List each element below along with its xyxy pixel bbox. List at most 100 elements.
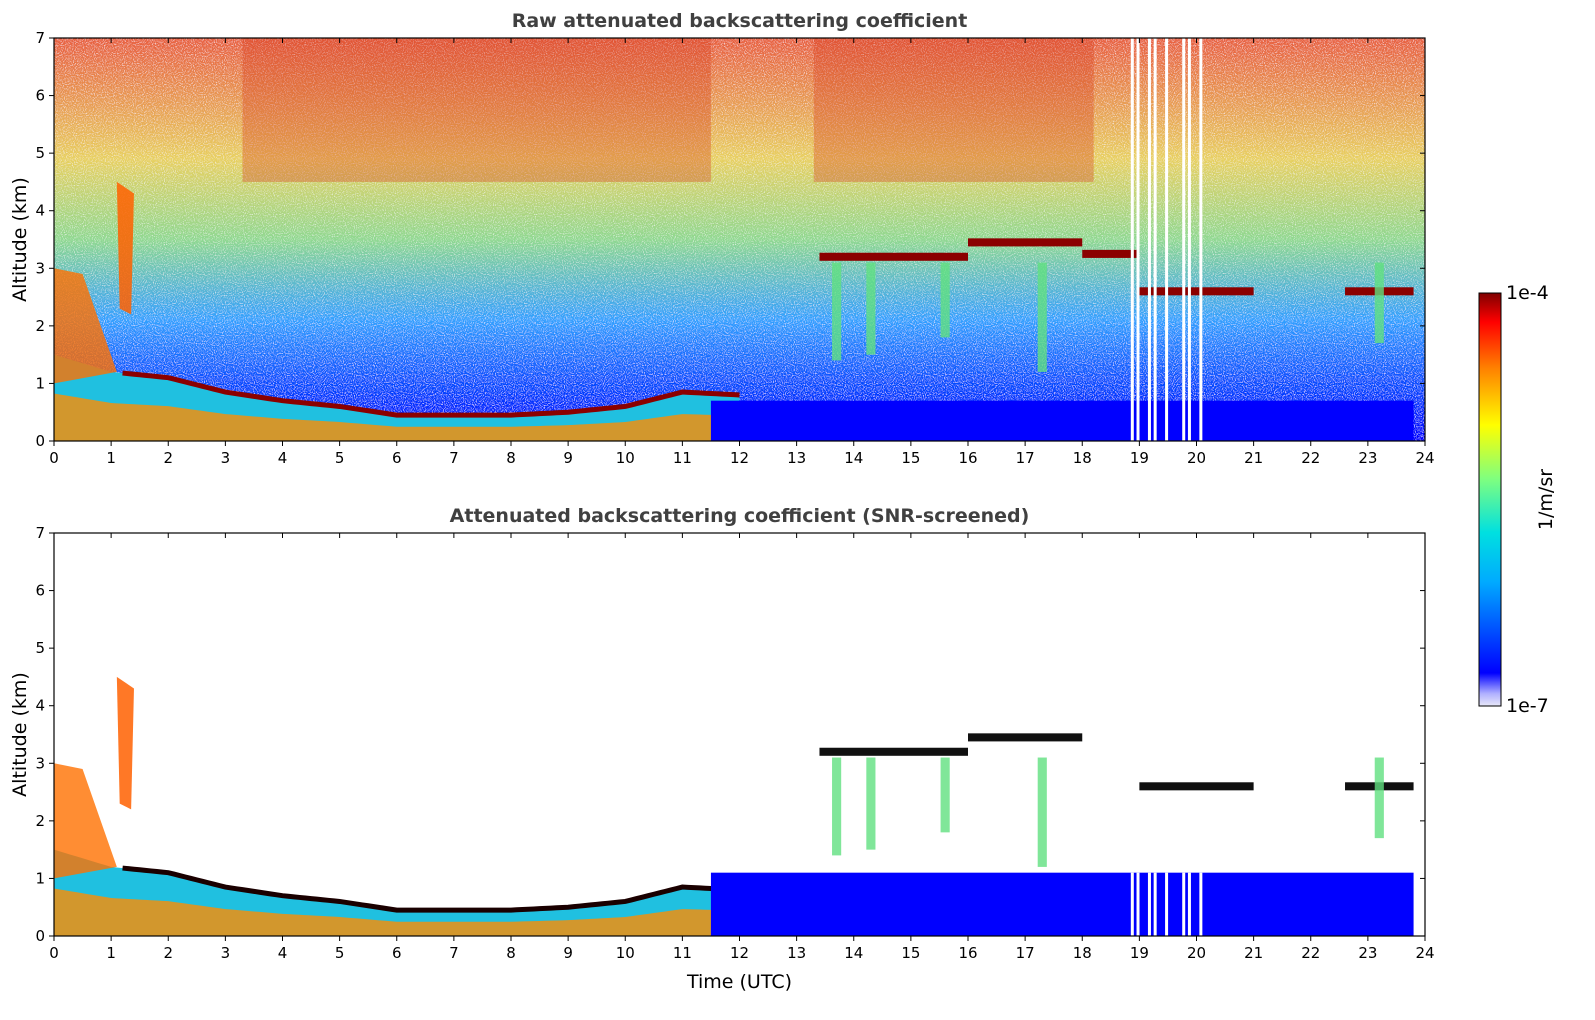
- colorbar-min-label: 1e-7: [1506, 695, 1549, 717]
- missing-profile: [1182, 872, 1186, 936]
- x-tick-label: 23: [1358, 449, 1377, 467]
- x-axis-label: Time (UTC): [686, 971, 792, 993]
- y-tick-label: 1: [35, 869, 45, 887]
- fall-streak: [832, 757, 842, 856]
- x-tick-label: 10: [616, 449, 635, 467]
- x-tick-label: 21: [1244, 944, 1263, 962]
- x-tick-label: 1: [106, 944, 116, 962]
- x-tick-label: 3: [221, 449, 231, 467]
- panel1-title: Raw attenuated backscattering coefficien…: [512, 10, 968, 32]
- fall-streak: [940, 262, 950, 338]
- x-tick-label: 14: [844, 944, 863, 962]
- y-tick-label: 4: [35, 697, 45, 715]
- x-tick-label: 16: [958, 449, 977, 467]
- y-tick-label: 2: [35, 317, 45, 335]
- y-tick-label: 5: [35, 639, 45, 657]
- y-tick-label: 6: [35, 582, 45, 600]
- y-tick-label: 7: [35, 524, 45, 542]
- x-tick-label: 24: [1415, 944, 1434, 962]
- dense-aerosol: [54, 393, 740, 441]
- noise-background: [54, 38, 1425, 441]
- y-tick-label: 3: [35, 259, 45, 277]
- missing-profile: [1187, 38, 1191, 441]
- panel2-x-ticks: 0 1 2 3 4 5 6 7 8 9 10 11 12 13 14 15 16 17 18 19 20 21 22 23 24: [49, 533, 1435, 962]
- cloud-layer: [1082, 249, 1140, 258]
- x-tick-label: 5: [335, 944, 345, 962]
- panel1-heatmap: [54, 38, 1425, 441]
- x-tick-label: 11: [673, 449, 692, 467]
- cloud-layer: [1139, 287, 1254, 296]
- y-tick-label: 7: [35, 29, 45, 47]
- x-tick-label: 19: [1130, 944, 1149, 962]
- missing-profile: [1147, 38, 1151, 441]
- colorbar-gradient: [1478, 292, 1502, 707]
- x-tick-label: 22: [1301, 944, 1320, 962]
- x-tick-label: 18: [1073, 449, 1092, 467]
- x-tick-label: 7: [449, 944, 459, 962]
- x-tick-label: 18: [1073, 944, 1092, 962]
- x-tick-label: 8: [506, 944, 516, 962]
- missing-profile: [1165, 38, 1169, 441]
- fall-streak: [1374, 262, 1384, 344]
- x-tick-label: 3: [221, 944, 231, 962]
- x-tick-label: 21: [1244, 449, 1263, 467]
- x-tick-label: 0: [49, 449, 59, 467]
- x-tick-label: 9: [563, 449, 573, 467]
- snr-screened-panel: Attenuated backscattering coefficient (S…: [9, 505, 1435, 993]
- cloud-layer: [968, 733, 1083, 742]
- x-tick-label: 15: [901, 449, 920, 467]
- colorbar: 1e-4 1e-7 1/m/sr: [1478, 282, 1557, 717]
- x-tick-label: 4: [278, 449, 288, 467]
- nighttime-layer: [710, 872, 1414, 936]
- x-tick-label: 2: [163, 449, 173, 467]
- fall-streak: [940, 757, 950, 833]
- x-tick-label: 0: [49, 944, 59, 962]
- x-tick-label: 13: [787, 449, 806, 467]
- x-tick-label: 10: [616, 944, 635, 962]
- fall-streak: [1374, 757, 1384, 839]
- cloud-layer: [819, 747, 968, 756]
- early-plume: [116, 676, 134, 810]
- nighttime-layer: [710, 400, 1414, 441]
- missing-profile: [1187, 872, 1191, 936]
- y-tick-label: 4: [35, 202, 45, 220]
- x-tick-label: 22: [1301, 449, 1320, 467]
- cloud-layer: [1139, 782, 1254, 791]
- x-tick-label: 1: [106, 449, 116, 467]
- x-tick-label: 4: [278, 944, 288, 962]
- fall-streak: [866, 262, 876, 355]
- early-plume: [116, 181, 134, 315]
- x-tick-label: 19: [1130, 449, 1149, 467]
- x-tick-label: 13: [787, 944, 806, 962]
- x-tick-label: 17: [1016, 449, 1035, 467]
- y-tick-label: 1: [35, 374, 45, 392]
- x-tick-label: 23: [1358, 944, 1377, 962]
- aerosol-top: [122, 865, 740, 913]
- x-tick-label: 24: [1415, 449, 1434, 467]
- panel1-y-axis-label: Altitude (km): [9, 177, 31, 302]
- y-tick-label: 5: [35, 144, 45, 162]
- missing-profile: [1199, 872, 1203, 936]
- missing-profile: [1153, 38, 1157, 441]
- y-tick-label: 0: [35, 432, 45, 450]
- y-tick-label: 2: [35, 812, 45, 830]
- panel2-y-ticks: 0 1 2 3 4 5 6 7: [35, 524, 1425, 945]
- missing-profile: [1130, 872, 1134, 936]
- fall-streak: [832, 262, 842, 361]
- panel2-title: Attenuated backscattering coefficient (S…: [450, 505, 1030, 527]
- missing-profile: [1136, 872, 1140, 936]
- early-plume: [54, 763, 117, 879]
- x-tick-label: 6: [392, 449, 402, 467]
- high-noise-zone: [242, 38, 711, 182]
- x-tick-label: 5: [335, 449, 345, 467]
- x-tick-label: 8: [506, 449, 516, 467]
- x-tick-label: 6: [392, 944, 402, 962]
- missing-profile: [1153, 872, 1157, 936]
- y-tick-label: 3: [35, 754, 45, 772]
- fall-streak: [1037, 262, 1047, 372]
- early-plume: [54, 268, 117, 384]
- x-tick-label: 20: [1187, 944, 1206, 962]
- cloud-layer: [968, 238, 1083, 247]
- x-tick-label: 7: [449, 449, 459, 467]
